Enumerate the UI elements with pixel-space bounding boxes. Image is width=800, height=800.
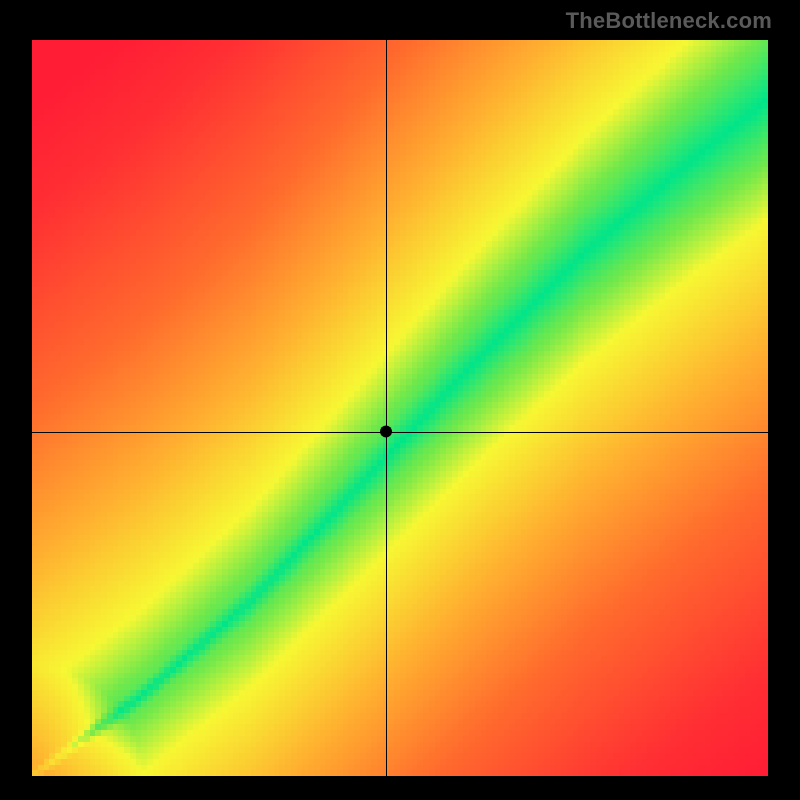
attribution-text: TheBottleneck.com: [566, 8, 772, 34]
plot-area: [32, 40, 768, 776]
chart-frame: TheBottleneck.com: [0, 0, 800, 800]
overlay-canvas: [32, 40, 768, 776]
